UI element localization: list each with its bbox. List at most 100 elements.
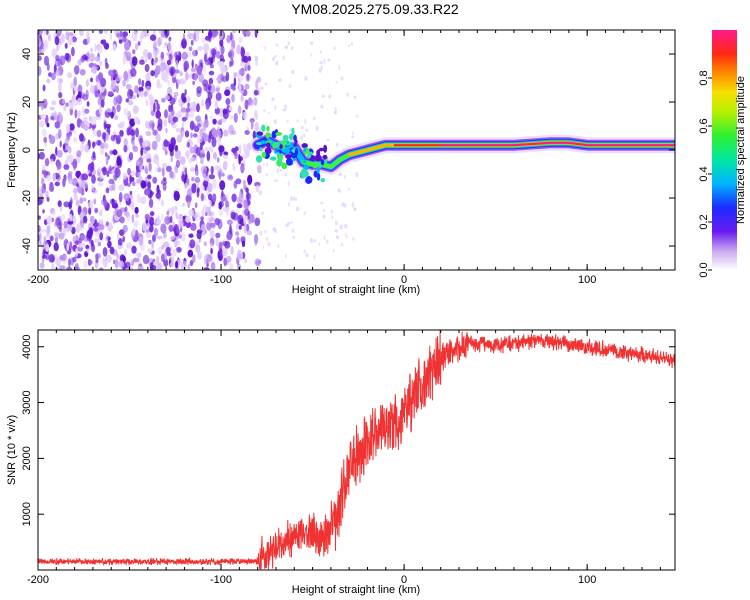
noise-blob <box>181 130 185 137</box>
noise-blob <box>97 44 103 54</box>
noise-blob <box>274 105 277 110</box>
noise-blob <box>66 72 73 78</box>
noise-blob <box>168 53 173 61</box>
noise-blob <box>245 30 251 37</box>
noise-blob <box>112 199 118 206</box>
noise-blob <box>164 41 168 47</box>
noise-blob <box>96 139 101 146</box>
noise-blob <box>152 49 158 58</box>
noise-blob <box>63 201 70 208</box>
noise-blob <box>286 119 289 123</box>
noise-blob <box>267 111 270 115</box>
noise-blob <box>199 144 203 151</box>
noise-blob <box>146 231 152 239</box>
noise-blob <box>79 133 84 142</box>
noise-blob <box>244 130 250 135</box>
noise-blob <box>111 79 116 89</box>
y-tick-label: 1000 <box>21 502 33 526</box>
noise-blob <box>201 37 206 43</box>
noise-blob <box>49 181 54 190</box>
noise-blob <box>45 243 50 252</box>
noise-blob <box>114 115 119 121</box>
noise-blob <box>114 30 121 37</box>
noise-blob <box>352 236 355 241</box>
noise-blob <box>68 32 74 37</box>
noise-blob <box>119 129 124 137</box>
noise-blob <box>119 30 123 38</box>
signal-blob <box>320 178 326 183</box>
noise-blob <box>78 242 86 248</box>
noise-blob <box>139 164 143 172</box>
noise-blob <box>156 262 163 270</box>
signal-blob <box>313 170 318 178</box>
noise-blob <box>39 262 45 269</box>
noise-blob <box>145 85 151 91</box>
noise-blob <box>153 102 156 113</box>
noise-blob <box>181 79 186 85</box>
noise-blob <box>272 56 276 61</box>
noise-blob <box>109 165 112 173</box>
noise-blob <box>245 187 249 193</box>
noise-blob <box>116 104 121 113</box>
noise-blob <box>79 69 86 76</box>
noise-blob <box>235 231 240 237</box>
noise-blob <box>144 146 151 151</box>
noise-blob <box>41 177 45 186</box>
noise-blob <box>63 164 70 171</box>
noise-blob <box>93 238 100 243</box>
snr-ticks: -200 -100 0 100 1000 2000 3000 4000 <box>21 330 675 586</box>
noise-blob <box>114 167 121 178</box>
noise-blob <box>85 244 90 250</box>
noise-blob <box>38 30 44 36</box>
signal-blob <box>318 147 324 152</box>
noise-blob <box>164 64 171 73</box>
noise-blob <box>147 181 152 191</box>
noise-blob <box>168 104 172 113</box>
noise-blob <box>126 110 131 117</box>
noise-blob <box>126 212 131 222</box>
noise-blob <box>131 245 137 254</box>
noise-blob <box>257 164 262 174</box>
noise-blob <box>129 118 136 127</box>
noise-blob <box>70 82 74 90</box>
noise-blob <box>284 104 287 110</box>
noise-blob <box>169 235 175 241</box>
noise-blob <box>42 209 45 214</box>
noise-blob <box>303 249 307 253</box>
noise-blob <box>154 227 158 237</box>
signal-blob <box>286 157 293 166</box>
signal-blob <box>274 141 281 148</box>
noise-blob <box>230 32 233 41</box>
noise-blob <box>181 93 184 99</box>
y-tick-label: -20 <box>21 190 33 206</box>
noise-blob <box>140 90 144 98</box>
noise-blob <box>72 99 79 106</box>
noise-blob <box>83 136 86 142</box>
noise-blob <box>273 119 277 124</box>
noise-blob <box>338 171 342 177</box>
noise-blob <box>231 147 238 153</box>
noise-blob <box>72 158 78 169</box>
noise-blob <box>138 236 144 246</box>
noise-blob <box>145 120 150 129</box>
noise-blob <box>124 41 131 51</box>
signal-blob <box>315 154 322 162</box>
noise-blob <box>199 128 204 138</box>
noise-blob <box>189 102 195 113</box>
noise-blob <box>196 65 203 76</box>
noise-blob <box>125 98 130 103</box>
noise-blob <box>68 154 74 164</box>
noise-blob <box>215 232 221 238</box>
noise-blob <box>195 170 199 176</box>
noise-blob <box>103 259 108 268</box>
noise-blob <box>65 30 70 41</box>
noise-blob <box>341 202 344 207</box>
noise-blob <box>331 215 334 219</box>
noise-blob <box>219 180 226 191</box>
noise-blob <box>343 203 347 208</box>
noise-blob <box>232 162 236 172</box>
noise-blob <box>98 30 103 34</box>
noise-blob <box>116 156 121 167</box>
noise-blob <box>56 150 63 158</box>
